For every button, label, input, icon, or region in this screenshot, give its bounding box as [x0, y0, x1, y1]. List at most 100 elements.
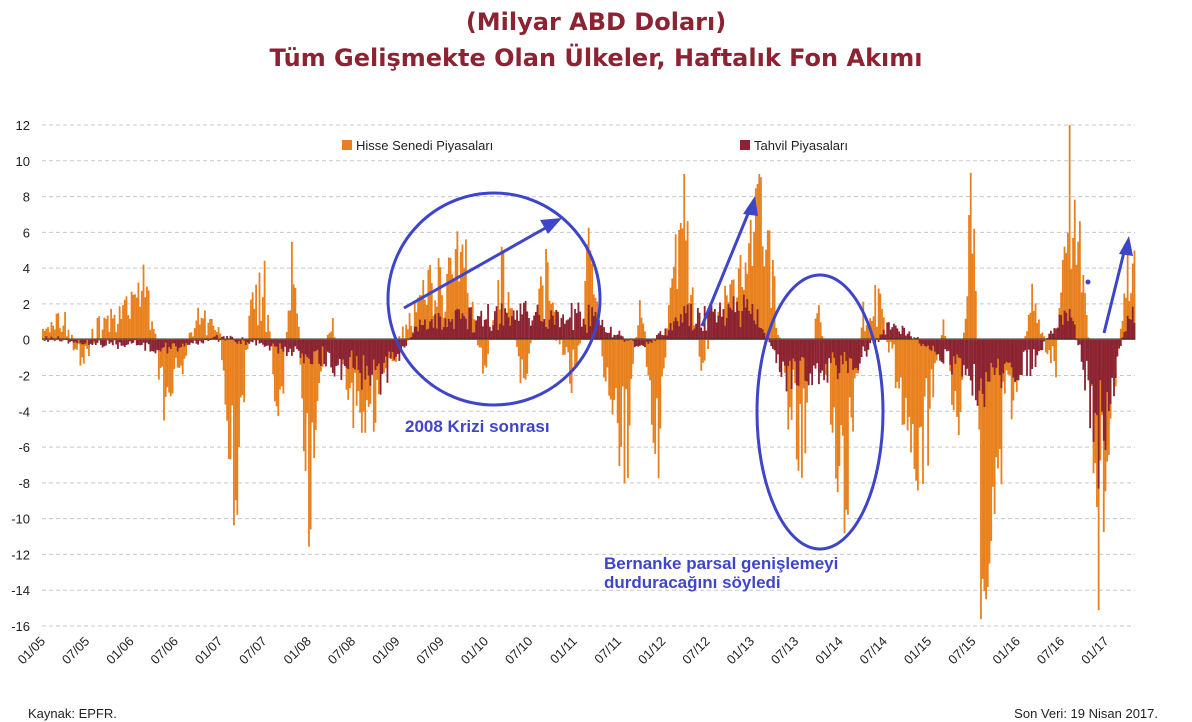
- bar-bd: [480, 310, 483, 340]
- bar-eq: [297, 326, 300, 340]
- bar-eq: [267, 314, 269, 340]
- bar-eq: [1034, 303, 1037, 340]
- bar-eq: [130, 291, 133, 340]
- bar-bd: [642, 339, 645, 346]
- bar-eq: [818, 305, 820, 340]
- bar-bd: [1032, 339, 1035, 350]
- bar-eq: [1068, 125, 1071, 340]
- bar-eq: [795, 339, 798, 460]
- bar-bd: [1114, 339, 1117, 378]
- bar-bd: [330, 339, 333, 368]
- bar-bd: [268, 339, 271, 351]
- bar-bd: [1084, 339, 1086, 391]
- bar-bd: [1123, 332, 1126, 340]
- bar-eq: [541, 285, 544, 340]
- bar-bd: [514, 319, 517, 340]
- bar-eq: [876, 326, 878, 340]
- bar-eq: [1044, 339, 1047, 353]
- bar-bd: [1070, 317, 1073, 340]
- bar-eq: [1039, 333, 1042, 340]
- bar-bd: [234, 339, 237, 343]
- bar-eq: [920, 339, 923, 427]
- x-tick-label: 07/05: [59, 634, 93, 668]
- bar-bd: [1002, 339, 1005, 374]
- bar-bd: [233, 339, 235, 341]
- bar-bd: [867, 339, 870, 350]
- bar-bd: [908, 331, 911, 340]
- bar-bd: [502, 325, 505, 340]
- bar-bd: [200, 339, 203, 343]
- bar-bd: [679, 314, 682, 340]
- bar-eq: [664, 339, 667, 358]
- bar-bd: [1119, 339, 1122, 346]
- bar-bd: [741, 311, 744, 340]
- bar-eq: [577, 339, 580, 346]
- bar-eq: [756, 183, 759, 340]
- bar-bd: [1128, 318, 1131, 340]
- bar-bd: [1099, 339, 1102, 381]
- bar-bd: [292, 339, 295, 352]
- bar-eq: [942, 319, 945, 340]
- bar-eq: [894, 339, 897, 389]
- bar-eq: [59, 328, 61, 340]
- bar-eq: [308, 339, 310, 547]
- bar-eq: [845, 339, 848, 510]
- bar-eq: [123, 299, 126, 340]
- bar-bd: [1049, 330, 1052, 340]
- bar-bd: [713, 309, 716, 340]
- bar-eq: [53, 329, 56, 340]
- bar-eq: [1096, 339, 1098, 507]
- bar-bd: [869, 339, 872, 344]
- bar-eq: [161, 339, 164, 367]
- bar-eq: [437, 258, 440, 340]
- bar-bd: [504, 308, 507, 340]
- bar-eq: [555, 339, 558, 341]
- bar-bd: [219, 339, 222, 341]
- bar-bd: [930, 339, 933, 351]
- bar-bd: [1104, 339, 1107, 450]
- bar-bd: [367, 339, 370, 376]
- bar-bd: [899, 333, 902, 340]
- bar-bd: [574, 309, 576, 340]
- bar-bd: [809, 339, 812, 374]
- bar-bd: [531, 320, 534, 340]
- x-tick-label: 07/08: [325, 634, 359, 668]
- bar-eq: [449, 257, 452, 340]
- bar-eq: [422, 279, 425, 340]
- bar-bd: [524, 300, 527, 340]
- bar-eq: [905, 339, 907, 398]
- bar-eq: [650, 339, 653, 425]
- bar-eq: [50, 321, 53, 340]
- bar-bd: [719, 302, 721, 340]
- bar-eq: [1003, 339, 1006, 394]
- annotation-dot: [1085, 279, 1091, 285]
- bar-eq: [763, 266, 766, 340]
- bar-eq: [197, 307, 200, 340]
- bar-eq: [628, 339, 631, 426]
- x-tick-label: 01/12: [635, 634, 669, 668]
- bar-bd: [712, 311, 715, 340]
- bar-bd: [918, 339, 921, 344]
- bar-eq: [835, 339, 837, 479]
- bar-bd: [746, 299, 749, 340]
- bar-eq: [352, 339, 355, 428]
- bar-eq: [209, 318, 211, 340]
- bar-eq: [956, 339, 958, 417]
- bar-eq: [562, 339, 565, 355]
- bar-bd: [50, 336, 53, 340]
- bar-bd: [736, 301, 738, 340]
- bar-bd: [425, 329, 428, 340]
- bar-eq: [118, 306, 121, 340]
- legend-swatch-equity: [342, 140, 352, 150]
- bar-bd: [308, 339, 310, 359]
- bar-eq: [831, 339, 834, 433]
- bar-eq: [567, 339, 570, 353]
- bar-bd: [1020, 339, 1023, 376]
- bar-eq: [609, 339, 612, 400]
- bar-eq: [872, 316, 875, 340]
- bar-eq: [836, 339, 839, 493]
- bar-bd: [226, 335, 229, 340]
- bar-bd: [586, 332, 588, 340]
- bar-eq: [405, 324, 408, 340]
- bar-bd: [169, 339, 172, 349]
